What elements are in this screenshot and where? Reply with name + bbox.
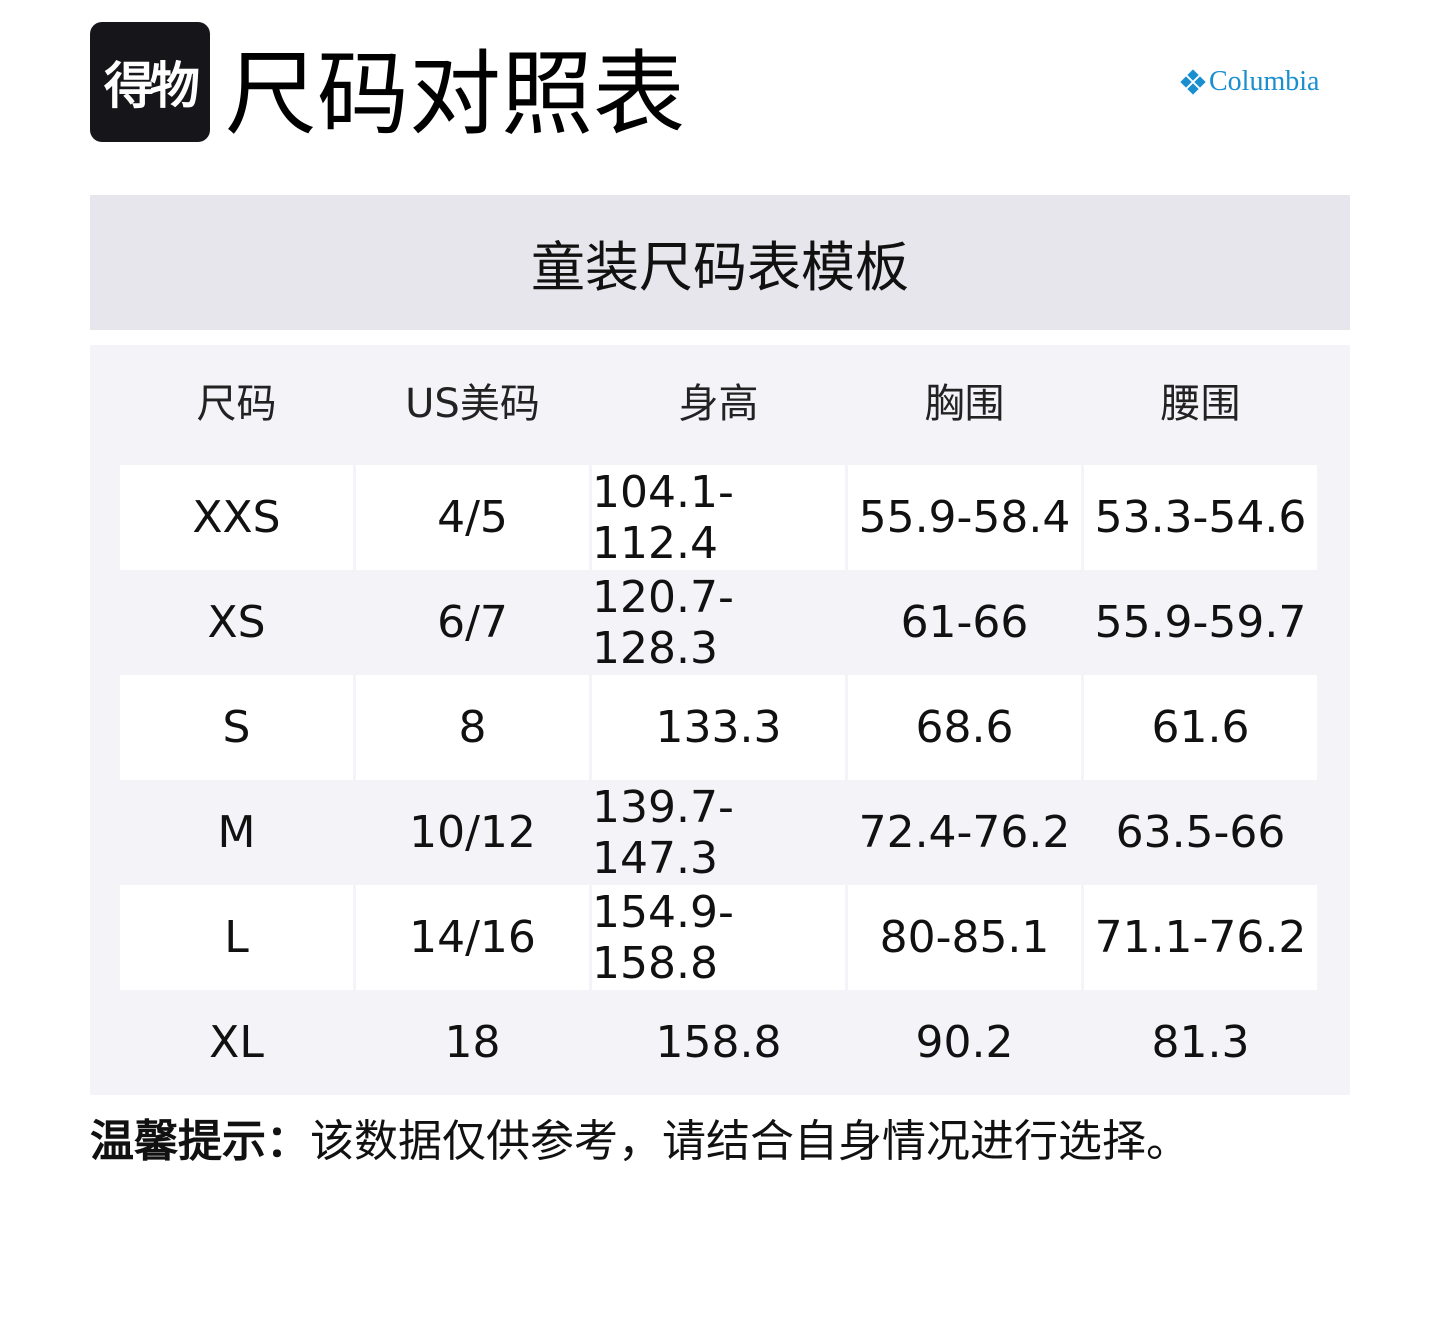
page-title: 尺码对照表 [225,41,686,148]
table-row: L 14/16 154.9-158.8 80-85.1 71.1-76.2 [90,885,1350,990]
table-cell: 158.8 [655,1017,782,1068]
table-row: S 8 133.3 68.6 61.6 [90,675,1350,780]
table-cell: 18 [444,1017,501,1068]
header-cell: 尺码 [196,381,277,427]
table-row: XS 6/7 120.7-128.3 61-66 55.9-59.7 [90,570,1350,675]
table-cell: 55.9-59.7 [1094,597,1307,648]
table-row: XL 18 158.8 90.2 81.3 [90,990,1350,1095]
table-cell: 14/16 [356,885,589,990]
table-cell: 81.3 [1151,1017,1250,1068]
table-cell: 8 [356,675,589,780]
header-cell: US美码 [405,381,540,427]
table-cell: 10/12 [409,807,536,858]
table-row: XXS 4/5 104.1-112.4 55.9-58.4 53.3-54.6 [90,465,1350,570]
table-cell: 133.3 [592,675,845,780]
table-cell: XXS [120,465,353,570]
tip-label: 温馨提示： [90,1116,310,1167]
brand-name: Columbia [1209,66,1320,97]
table-cell: 68.6 [848,675,1081,780]
table-cell: 80-85.1 [848,885,1081,990]
table-header: 尺码 US美码 身高 胸围 腰围 [90,345,1350,450]
table-cell: XS [207,597,266,648]
header-cell: 腰围 [1160,381,1241,427]
table-row: M 10/12 139.7-147.3 72.4-76.2 63.5-66 [90,780,1350,885]
tip-note: 温馨提示：该数据仅供参考，请结合自身情况进行选择。 [90,1112,1190,1172]
table-cell: 61-66 [900,597,1029,648]
table-title: 童装尺码表模板 [90,195,1350,330]
table-cell: 4/5 [356,465,589,570]
size-table: 尺码 US美码 身高 胸围 腰围 XXS 4/5 104.1-112.4 55.9-58.4 53… [90,345,1350,1095]
table-cell: S [120,675,353,780]
columbia-diamond-icon [1180,69,1206,95]
header-cell: 身高 [678,381,759,427]
table-cell: 154.9-158.8 [592,885,845,990]
table-cell: 55.9-58.4 [848,465,1081,570]
table-cell: XL [209,1017,264,1068]
table-cell: 63.5-66 [1115,807,1286,858]
columbia-logo: Columbia [1180,66,1319,98]
table-cell: L [120,885,353,990]
table-cell: 139.7-147.3 [592,781,734,884]
tip-text: 该数据仅供参考，请结合自身情况进行选择。 [310,1116,1190,1167]
dewu-logo: 得物 [90,22,210,142]
table-cell: 120.7-128.3 [592,571,734,674]
table-cell: 53.3-54.6 [1084,465,1317,570]
table-cell: 71.1-76.2 [1084,885,1317,990]
table-cell: M [217,807,256,858]
logo-text: 得物 [104,57,200,115]
table-cell: 61.6 [1084,675,1317,780]
table-cell: 104.1-112.4 [592,465,845,570]
table-cell: 6/7 [437,597,508,648]
table-cell: 90.2 [915,1017,1014,1068]
header-cell: 胸围 [924,381,1005,427]
table-cell: 72.4-76.2 [858,807,1071,858]
